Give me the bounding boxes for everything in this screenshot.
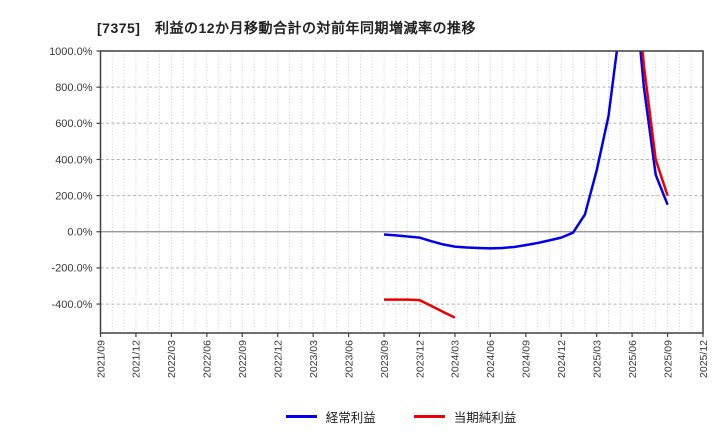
legend: 経常利益 当期純利益 — [41, 404, 720, 428]
svg-text:2023/12: 2023/12 — [414, 340, 426, 378]
legend-swatch-red-line — [413, 414, 445, 418]
svg-text:600.0%: 600.0% — [55, 118, 93, 130]
svg-text:2024/06: 2024/06 — [485, 340, 497, 378]
svg-text:2025/09: 2025/09 — [662, 340, 674, 378]
plot-border — [99, 50, 704, 334]
series-lines — [383, 51, 669, 319]
svg-text:2025/06: 2025/06 — [627, 340, 639, 378]
chart-title: [7375] 利益の12か月移動合計の対前年同期増減率の推移 — [97, 20, 477, 36]
svg-text:2023/06: 2023/06 — [343, 340, 355, 378]
series-line-0 — [383, 51, 669, 250]
series-line-1 — [384, 298, 456, 319]
series-line-1 — [641, 51, 669, 196]
svg-text:0.0%: 0.0% — [67, 227, 92, 239]
svg-text:2024/03: 2024/03 — [450, 340, 462, 378]
legend-item-net-profit: 当期純利益 — [413, 407, 517, 426]
svg-text:2024/09: 2024/09 — [521, 340, 533, 378]
svg-text:2023/09: 2023/09 — [379, 340, 391, 378]
svg-text:-200.0%: -200.0% — [52, 263, 93, 275]
svg-text:800.0%: 800.0% — [55, 82, 93, 94]
svg-text:1000.0%: 1000.0% — [49, 46, 93, 58]
x-axis-labels: 2021/09 2021/12 2022/03 2022/06 2022/09 2022/… — [95, 340, 710, 378]
legend-label-ordinary-profit: 経常利益 — [325, 410, 376, 425]
legend-label-net-profit: 当期純利益 — [453, 410, 517, 425]
svg-text:-400.0%: -400.0% — [52, 299, 93, 311]
vertical-gridlines — [111, 51, 692, 333]
svg-text:2021/09: 2021/09 — [95, 340, 107, 378]
horizontal-gridlines — [100, 86, 703, 305]
svg-text:2022/03: 2022/03 — [166, 340, 178, 378]
svg-text:400.0%: 400.0% — [55, 154, 93, 166]
svg-text:2021/12: 2021/12 — [131, 340, 143, 378]
legend-swatch-blue-line — [285, 414, 317, 418]
svg-text:2025/12: 2025/12 — [698, 340, 710, 378]
svg-text:200.0%: 200.0% — [55, 190, 93, 202]
y-axis-labels: 1000.0% 800.0% 600.0% 400.0% 200.0% 0.0% -200.… — [49, 46, 93, 311]
plot-canvas: 1000.0% 800.0% 600.0% 400.0% 200.0% 0.0% -200.… — [49, 46, 710, 378]
svg-text:2023/03: 2023/03 — [308, 340, 320, 378]
svg-text:2024/12: 2024/12 — [556, 340, 568, 378]
svg-text:2022/09: 2022/09 — [237, 340, 249, 378]
svg-text:2025/03: 2025/03 — [591, 340, 603, 378]
svg-text:2022/06: 2022/06 — [202, 340, 214, 378]
legend-item-ordinary-profit: 経常利益 — [285, 407, 376, 426]
svg-text:2022/12: 2022/12 — [273, 340, 285, 378]
